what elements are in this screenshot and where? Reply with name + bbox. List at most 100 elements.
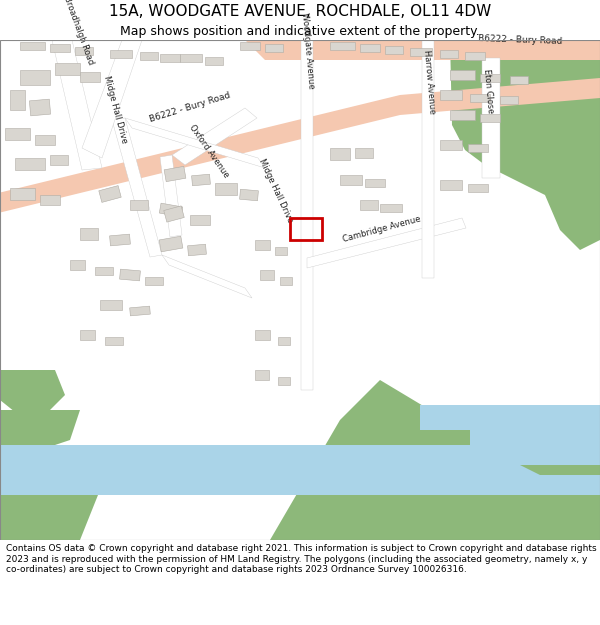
Bar <box>255 370 269 380</box>
Bar <box>130 200 148 210</box>
Bar <box>260 270 274 280</box>
Polygon shape <box>52 40 102 170</box>
Bar <box>5 128 30 140</box>
Bar <box>119 269 140 281</box>
Bar <box>80 228 98 240</box>
Bar <box>275 247 287 255</box>
Bar <box>380 204 402 212</box>
Text: Oxford Avenue: Oxford Avenue <box>187 122 230 179</box>
Bar <box>360 200 378 210</box>
Bar <box>385 46 403 54</box>
Bar <box>20 70 50 85</box>
Bar <box>330 148 350 160</box>
Bar <box>105 337 123 345</box>
Bar <box>450 110 475 120</box>
Polygon shape <box>125 118 265 168</box>
Bar <box>10 188 35 200</box>
Bar <box>410 48 432 56</box>
Bar <box>159 203 183 217</box>
Polygon shape <box>245 40 600 60</box>
Bar <box>470 94 490 102</box>
Bar <box>290 218 322 240</box>
Bar <box>188 244 206 256</box>
Bar <box>480 74 500 82</box>
Text: Contains OS data © Crown copyright and database right 2021. This information is : Contains OS data © Crown copyright and d… <box>6 544 596 574</box>
Polygon shape <box>0 445 540 485</box>
Bar <box>500 96 518 104</box>
Bar <box>240 42 260 50</box>
Polygon shape <box>0 450 100 540</box>
Bar <box>468 184 488 192</box>
Bar <box>440 140 462 150</box>
Bar <box>330 42 355 50</box>
Bar <box>95 267 113 275</box>
Bar <box>160 54 180 62</box>
Polygon shape <box>0 370 65 415</box>
Bar <box>100 300 122 310</box>
Bar <box>278 337 290 345</box>
Text: B6222 - Bury Road: B6222 - Bury Road <box>478 34 563 46</box>
Bar <box>80 72 100 82</box>
Bar <box>440 90 462 100</box>
Text: Woodgate Avenue: Woodgate Avenue <box>300 12 316 89</box>
Bar <box>140 52 158 60</box>
Bar <box>278 377 290 385</box>
Bar <box>35 135 55 145</box>
Bar <box>75 47 93 55</box>
Polygon shape <box>470 425 600 465</box>
Bar <box>480 114 500 122</box>
Text: Broadhalgh Road: Broadhalgh Road <box>62 0 95 66</box>
Bar <box>255 240 270 250</box>
Bar <box>465 52 485 60</box>
Bar <box>55 63 80 75</box>
Bar <box>440 180 462 190</box>
Bar <box>255 330 270 340</box>
Polygon shape <box>0 380 600 540</box>
Bar <box>110 234 130 246</box>
Bar <box>164 206 184 222</box>
Text: Cambridge Avenue: Cambridge Avenue <box>342 214 422 244</box>
Bar <box>50 155 68 165</box>
Bar <box>365 179 385 187</box>
Bar <box>450 70 475 80</box>
Text: Harrow Avenue: Harrow Avenue <box>422 49 437 114</box>
Bar <box>239 189 259 201</box>
Text: Midge Hall Drive: Midge Hall Drive <box>257 157 295 224</box>
Bar <box>191 174 211 186</box>
Bar <box>80 330 95 340</box>
Polygon shape <box>112 118 162 257</box>
Polygon shape <box>482 58 500 178</box>
Bar <box>510 76 528 84</box>
Bar <box>40 195 60 205</box>
Polygon shape <box>301 40 313 390</box>
Bar <box>340 175 362 185</box>
Bar <box>20 42 45 50</box>
Bar <box>468 144 488 152</box>
Bar <box>265 44 283 52</box>
Text: Midge Hall Drive: Midge Hall Drive <box>102 74 129 144</box>
Polygon shape <box>420 405 600 430</box>
Bar <box>159 236 183 252</box>
Polygon shape <box>0 410 80 450</box>
Text: B6222 - Bury Road: B6222 - Bury Road <box>148 91 231 124</box>
Bar <box>130 306 151 316</box>
Bar <box>15 158 45 170</box>
Polygon shape <box>172 108 257 165</box>
Bar <box>190 215 210 225</box>
Polygon shape <box>0 475 600 495</box>
Bar <box>110 50 132 58</box>
Bar <box>280 277 292 285</box>
Bar <box>355 148 373 158</box>
Polygon shape <box>450 40 600 250</box>
Bar <box>164 166 186 182</box>
Bar <box>180 54 202 62</box>
Text: Map shows position and indicative extent of the property.: Map shows position and indicative extent… <box>120 26 480 39</box>
Polygon shape <box>0 78 600 215</box>
Bar <box>215 183 237 195</box>
Polygon shape <box>160 155 182 237</box>
Bar <box>360 44 380 52</box>
Bar <box>10 90 25 110</box>
Text: Eton Close: Eton Close <box>482 69 495 114</box>
Polygon shape <box>307 218 466 268</box>
Polygon shape <box>162 255 252 298</box>
